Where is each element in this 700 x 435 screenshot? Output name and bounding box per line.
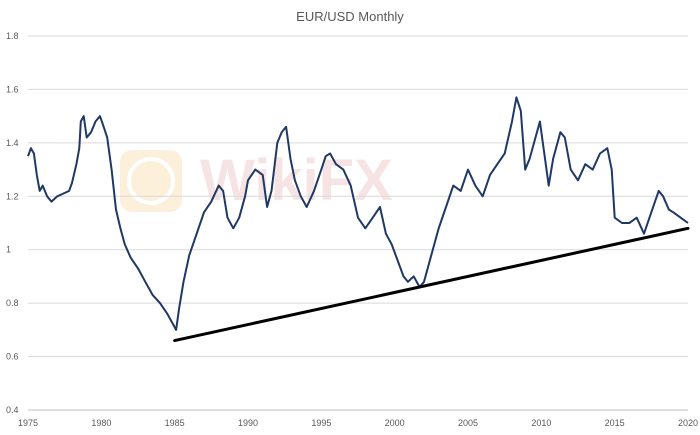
y-tick-label: 1.2	[6, 191, 19, 201]
x-tick-label: 2005	[458, 418, 478, 428]
eurusd-price-line	[27, 96, 689, 331]
y-tick-label: 0.8	[6, 298, 19, 308]
y-tick-label: 1.8	[6, 31, 19, 41]
y-axis-tick-labels: 0.4 0.6 0.8 1 1.2 1.4 1.6 1.8	[6, 31, 19, 415]
x-axis-tick-labels: 1975 1980 1985 1990 1995 2000 2005 2010 2015 2020	[18, 418, 698, 428]
gridlines	[28, 35, 688, 411]
x-tick-label: 1995	[311, 418, 331, 428]
chart-title: EUR/USD Monthly	[296, 9, 404, 24]
y-tick-label: 1.6	[6, 84, 19, 94]
x-tick-label: 2020	[678, 418, 698, 428]
y-tick-label: 0.6	[6, 352, 19, 362]
y-tick-label: 0.4	[6, 405, 19, 415]
x-tick-label: 1985	[165, 418, 185, 428]
y-tick-label: 1	[6, 245, 11, 255]
x-tick-label: 1980	[91, 418, 111, 428]
x-tick-label: 2010	[531, 418, 551, 428]
watermark-logo-text: WikiFX	[200, 148, 393, 213]
x-tick-label: 1990	[238, 418, 258, 428]
x-tick-label: 2015	[605, 418, 625, 428]
x-tick-label: 1975	[18, 418, 38, 428]
support-trendline	[173, 226, 690, 343]
watermark-logo-ring	[127, 157, 175, 205]
y-tick-label: 1.4	[6, 138, 19, 148]
x-tick-label: 2000	[385, 418, 405, 428]
series-layer	[27, 96, 690, 343]
wikifx-watermark: WikiFX	[120, 148, 393, 213]
